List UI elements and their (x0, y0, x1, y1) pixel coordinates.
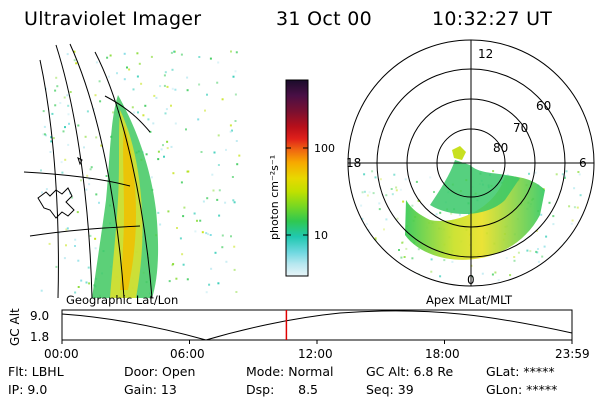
status-filter: Flt: LBHL (8, 364, 64, 379)
altitude-xtick-1800: 18:00 (425, 347, 460, 361)
altitude-xtick-0000: 00:00 (44, 347, 79, 361)
apex-label: Apex MLat/MLT (426, 293, 513, 307)
status-seq: Seq: 39 (366, 382, 414, 397)
app-title: Ultraviolet Imager (24, 8, 202, 30)
polar-plot: 12 18 6 0 60 70 80 (346, 39, 595, 287)
status-door: Door: Open (124, 364, 196, 379)
mlt-label-18: 18 (346, 156, 361, 170)
coastline-2 (77, 157, 83, 166)
status-mode: Mode: Normal (246, 364, 334, 379)
altitude-ytick-high: 9.0 (30, 309, 49, 323)
status-glon: GLon: ***** (486, 382, 558, 397)
status-dsp: Dsp: 8.5 (246, 382, 319, 397)
aurora-arc-core (120, 125, 136, 290)
date-label: 31 Oct 00 (276, 8, 372, 30)
altitude-x-ticks (61, 340, 573, 344)
altitude-curve (61, 310, 573, 341)
colorbar: 100 10 photon cm⁻²s⁻¹ (268, 79, 335, 277)
altitude-plot: GC Alt 9.0 1.8 00:00 06:00 12:00 18:00 2… (8, 308, 590, 361)
status-glat: GLat: ***** (486, 364, 555, 379)
colorbar-unit-label: photon cm⁻²s⁻¹ (268, 155, 281, 240)
geo-grid (23, 43, 153, 298)
lat-label-60: 60 (536, 99, 551, 113)
status-ip: IP: 9.0 (8, 382, 48, 397)
geographic-label: Geographic Lat/Lon (66, 293, 178, 307)
coastline (37, 187, 75, 219)
time-label: 10:32:27 UT (432, 8, 553, 30)
lat-label-80: 80 (493, 141, 508, 155)
colorbar-tick-100: 100 (314, 142, 335, 155)
altitude-xtick-2359: 23:59 (555, 347, 590, 361)
altitude-ylabel: GC Alt (8, 308, 22, 346)
status-gc-alt: GC Alt: 6.8 Re (366, 364, 454, 379)
title-bar: Ultraviolet Imager 31 Oct 00 10:32:27 UT (0, 4, 600, 34)
mlt-label-0: 0 (467, 273, 475, 287)
polar-aurora-oval (405, 176, 545, 260)
polar-aurora-inner (430, 160, 520, 215)
colorbar-tick-10: 10 (314, 229, 328, 242)
altitude-xtick-1200: 12:00 (298, 347, 333, 361)
altitude-ytick-low: 1.8 (30, 330, 49, 344)
lat-label-70: 70 (513, 121, 528, 135)
geographic-image (23, 43, 241, 298)
altitude-xtick-0600: 06:00 (170, 347, 205, 361)
mlt-label-12: 12 (478, 47, 493, 61)
status-gain: Gain: 13 (124, 382, 177, 397)
polar-aurora-cap (452, 146, 466, 160)
mlt-label-6: 6 (579, 156, 587, 170)
polar-grid (347, 39, 595, 287)
